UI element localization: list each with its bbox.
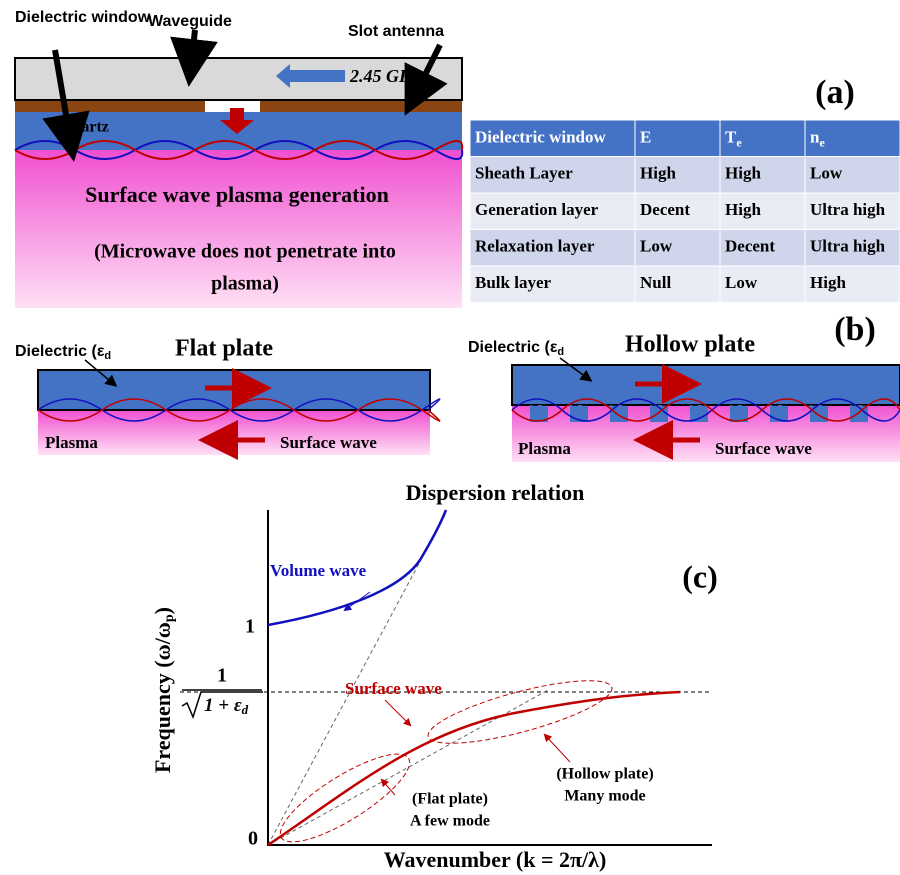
note: (Microwave does not penetrate into [94, 241, 396, 263]
note: A few mode [410, 813, 490, 830]
table-header-sub: e [819, 135, 825, 149]
tick-label: 1 [245, 616, 255, 638]
panel-label: (b) [834, 311, 876, 348]
label: Dielectric (εd [468, 339, 564, 358]
pointer [385, 700, 410, 725]
table-cell-text: High [725, 164, 761, 183]
table-cell-text: Bulk layer [475, 273, 551, 292]
table-header-text: E [640, 127, 651, 146]
label: Volume wave [270, 561, 367, 580]
label: Surface wave [345, 679, 442, 698]
panel-c: Dispersion relation 1 0 1 1 + εd Volume … [150, 480, 718, 872]
label: Plasma [45, 433, 98, 452]
tick-label: 0 [248, 828, 258, 850]
table-cell-text: Decent [640, 200, 690, 219]
table-cell-text: Null [640, 273, 671, 292]
x-axis-label: Wavenumber (k = 2π/λ) [384, 847, 607, 872]
panel-a: Dielectric window Waveguide Slot antenna… [15, 9, 900, 308]
label: Slot antenna [348, 23, 444, 40]
y-axis-label: Frequency (ω/ωp) [150, 607, 177, 773]
label: Waveguide [148, 13, 232, 30]
table-cell-text: High [640, 164, 676, 183]
table-cell-text: Low [640, 237, 673, 256]
table-cell-text: Ultra high [810, 237, 886, 256]
heading: Flat plate [175, 336, 273, 362]
pointer [345, 592, 370, 610]
table-cell-text: Decent [725, 237, 775, 256]
heading: Hollow plate [625, 332, 755, 358]
label: Surface wave [715, 439, 812, 458]
tick-label: 1 [217, 665, 227, 687]
table-cell-text: Generation layer [475, 200, 599, 219]
label: 2.45 GHz [349, 66, 420, 86]
label: Dielectric window [15, 9, 151, 26]
note: (Flat plate) [412, 791, 488, 808]
tick-label: 1 + εd [204, 695, 249, 717]
heading: Surface wave plasma generation [85, 182, 389, 207]
label: Dielectric (εd [15, 343, 111, 362]
table-cell-text: Low [810, 164, 843, 183]
table-header: Dielectric window [475, 127, 606, 146]
table-cell-text: High [725, 200, 761, 219]
note: plasma) [211, 273, 279, 295]
pointer [545, 735, 570, 762]
table-header-text: T [725, 127, 737, 146]
note: (Hollow plate) [556, 766, 653, 783]
label: Plasma [518, 439, 571, 458]
table-cell-text: Relaxation layer [475, 237, 595, 256]
panel-label: (c) [682, 558, 718, 594]
table-header-sub: e [736, 135, 742, 149]
panel-label: (a) [815, 74, 855, 111]
chart-title: Dispersion relation [406, 480, 585, 505]
label: Quartz [60, 119, 109, 136]
table-cell-text: Ultra high [810, 200, 886, 219]
figure: Dielectric window Waveguide Slot antenna… [0, 0, 900, 875]
label: Surface wave [280, 433, 377, 452]
light-line [268, 690, 548, 845]
table-cell-text: Low [725, 273, 758, 292]
panel-b: Dielectric (εd Flat plate Plasma Surface… [15, 311, 900, 462]
table-header-text: Dielectric window [475, 127, 606, 146]
table-cell-text: High [810, 273, 846, 292]
note: Many mode [564, 788, 645, 805]
table-cell-text: Sheath Layer [475, 164, 573, 183]
table-header: E [640, 127, 651, 146]
